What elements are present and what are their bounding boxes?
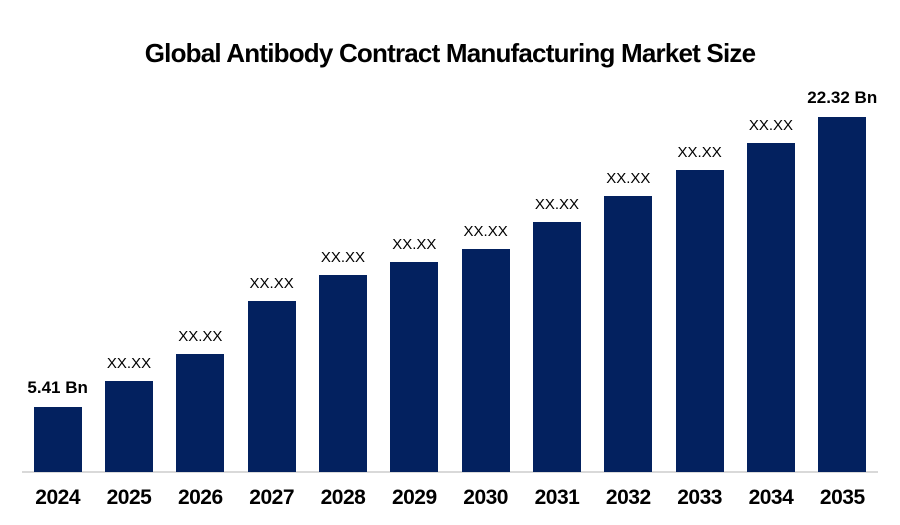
bar-value-label-2035: 22.32 Bn bbox=[807, 88, 878, 108]
bar-2026 bbox=[176, 354, 225, 472]
bar-2029 bbox=[390, 262, 439, 472]
bar-2034 bbox=[746, 143, 795, 472]
x-tick-label-2024: 2024 bbox=[35, 486, 81, 509]
x-axis-line bbox=[22, 471, 878, 473]
bar-column-2027: XX.XX bbox=[236, 0, 307, 472]
bar-2030 bbox=[461, 249, 510, 472]
bar-value-label-2033: XX.XX bbox=[677, 143, 722, 161]
x-tick-label-2027: 2027 bbox=[249, 486, 294, 509]
bar-value-label-2027: XX.XX bbox=[249, 274, 294, 292]
bar-2031 bbox=[532, 222, 581, 472]
x-tick-label-2033: 2033 bbox=[677, 486, 722, 509]
bar-value-label-2026: XX.XX bbox=[178, 327, 223, 345]
bar-column-2029: XX.XX bbox=[379, 0, 450, 472]
bar-2025 bbox=[104, 381, 153, 472]
x-tick-label-2035: 2035 bbox=[819, 486, 865, 509]
x-tick-label-2028: 2028 bbox=[320, 486, 366, 509]
bar-value-label-2028: XX.XX bbox=[320, 248, 366, 266]
bar-2032 bbox=[604, 196, 653, 472]
bar-column-2025: XX.XX bbox=[93, 0, 164, 472]
bar-value-label-2032: XX.XX bbox=[606, 169, 651, 187]
chart-title: Global Antibody Contract Manufacturing M… bbox=[144, 38, 756, 68]
x-tick-label-2026: 2026 bbox=[177, 486, 223, 509]
bar-column-2032: XX.XX bbox=[593, 0, 664, 472]
bar-2035 bbox=[818, 117, 867, 472]
bar-column-2026: XX.XX bbox=[165, 0, 236, 472]
x-tick-label-2025: 2025 bbox=[106, 486, 152, 509]
x-tick-label-2031: 2031 bbox=[534, 486, 580, 509]
bar-column-2028: XX.XX bbox=[307, 0, 378, 472]
bars-container: 5.41 Bn XX.XX XX.XX XX.XX XX.XX XX.XX XX.XX XX.… bbox=[22, 0, 878, 472]
bar-column-2034: XX.XX bbox=[735, 0, 806, 472]
x-tick-label-2034: 2034 bbox=[748, 486, 794, 509]
bar-value-label-2034: XX.XX bbox=[748, 116, 794, 134]
bar-value-label-2025: XX.XX bbox=[106, 354, 152, 372]
bar-2028 bbox=[318, 275, 367, 472]
bar-column-2035: 22.32 Bn bbox=[807, 0, 878, 472]
bar-2027 bbox=[247, 301, 296, 472]
bar-column-2024: 5.41 Bn bbox=[22, 0, 93, 472]
bar-column-2030: XX.XX bbox=[450, 0, 521, 472]
bar-value-label-2029: XX.XX bbox=[392, 235, 437, 253]
bar-column-2031: XX.XX bbox=[521, 0, 592, 472]
bar-value-label-2031: XX.XX bbox=[534, 195, 580, 213]
x-tick-label-2029: 2029 bbox=[391, 486, 437, 509]
x-axis-labels: 2024 2025 2026 2027 2028 2029 2030 2031 2032 2033… bbox=[22, 486, 878, 510]
plot-area: 5.41 Bn XX.XX XX.XX XX.XX XX.XX XX.XX XX.XX XX.… bbox=[22, 0, 878, 525]
x-tick-label-2032: 2032 bbox=[605, 486, 651, 509]
bar-value-label-2030: XX.XX bbox=[463, 222, 508, 240]
bar-value-label-2024: 5.41 Bn bbox=[27, 378, 88, 398]
bar-2033 bbox=[675, 170, 724, 472]
bar-column-2033: XX.XX bbox=[664, 0, 735, 472]
x-tick-label-2030: 2030 bbox=[463, 486, 508, 509]
bar-2024 bbox=[33, 407, 82, 472]
